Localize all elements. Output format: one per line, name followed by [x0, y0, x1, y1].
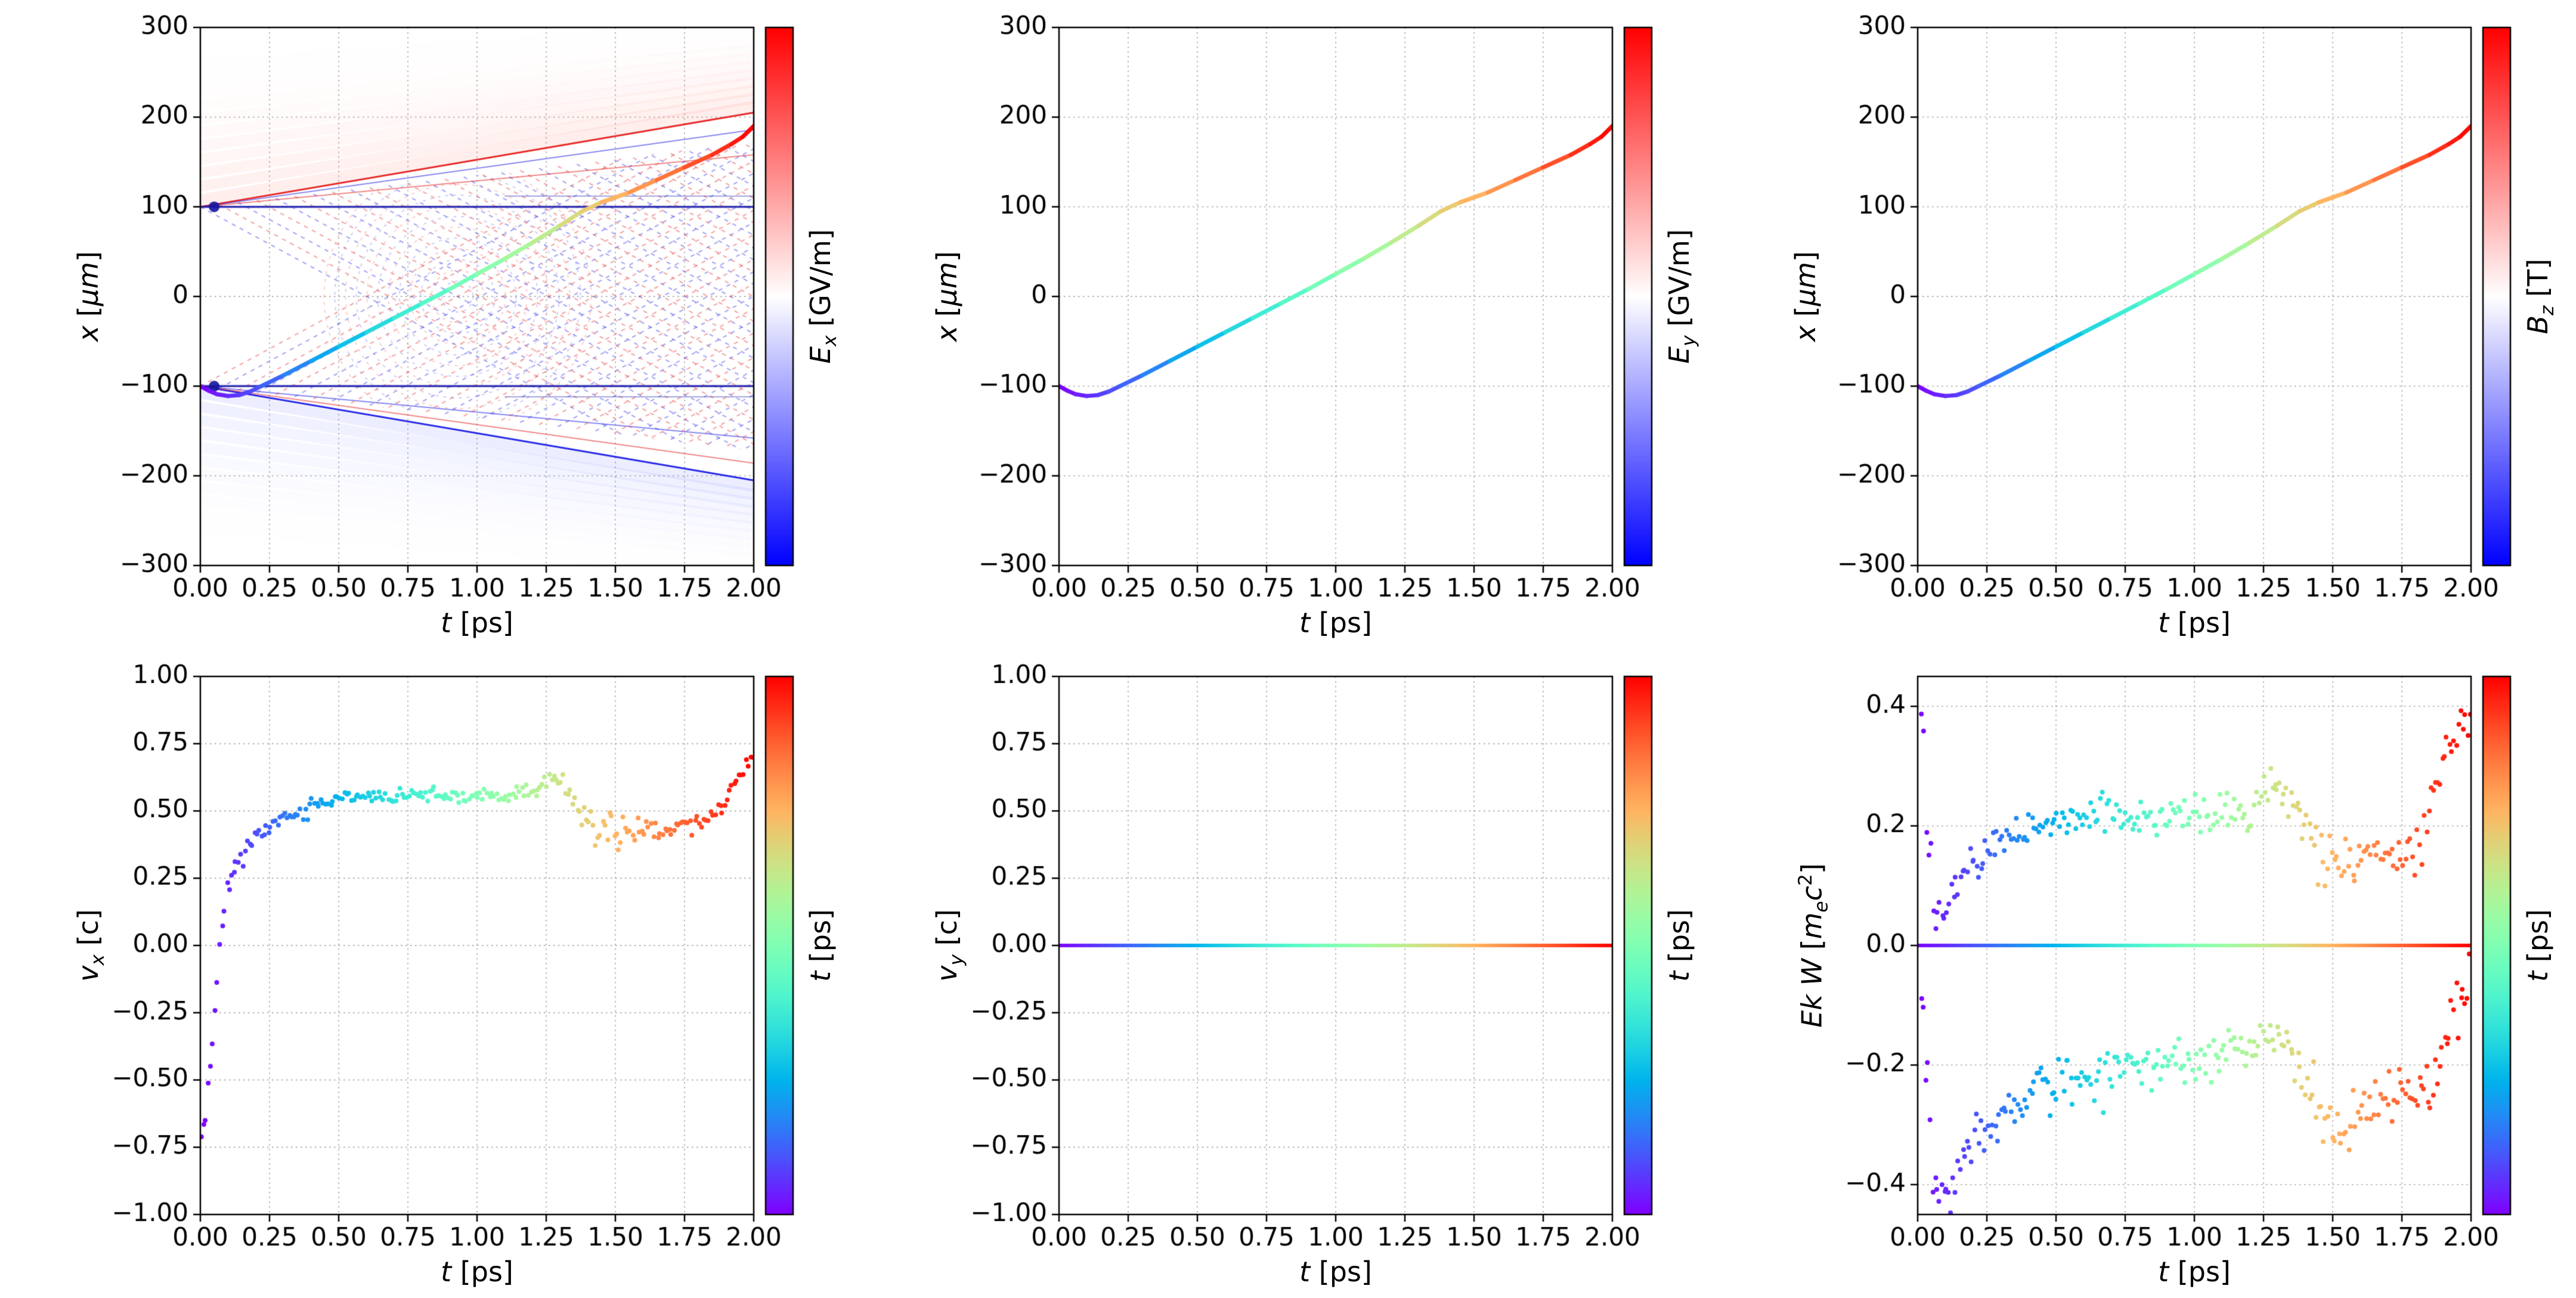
colorbar-label: t [ps] — [804, 909, 837, 982]
plot-canvas-x-vs-t-bz — [1717, 0, 2576, 649]
colorbar-label: Ey [GV/m] — [1663, 229, 1700, 364]
y-axis-label: vx [c] — [72, 909, 109, 982]
x-axis-label: t [ps] — [441, 1256, 513, 1288]
panel-x-vs-t-bz: x [μm] t [ps] Bz [T] — [1717, 0, 2576, 649]
panel-x-vs-t-ex: x [μm] t [ps] Ex [GV/m] — [0, 0, 859, 649]
plot-canvas-ekw-vs-t — [1717, 649, 2576, 1298]
x-axis-label: t [ps] — [441, 607, 513, 639]
colorbar-label: t [ps] — [2522, 909, 2554, 982]
x-axis-label: t [ps] — [2158, 1256, 2231, 1288]
y-axis-label: x [μm] — [931, 251, 963, 342]
panel-vx-vs-t: vx [c] t [ps] t [ps] — [0, 649, 859, 1298]
plot-canvas-x-vs-t-ey — [859, 0, 1717, 649]
plot-canvas-vx-vs-t — [0, 649, 859, 1298]
y-axis-label: x [μm] — [1789, 251, 1822, 342]
y-axis-label: Ek W [mec2] — [1795, 863, 1832, 1028]
panel-x-vs-t-ey: x [μm] t [ps] Ey [GV/m] — [859, 0, 1717, 649]
x-axis-label: t [ps] — [1299, 1256, 1372, 1288]
colorbar-label: Ex [GV/m] — [804, 229, 841, 364]
panel-vy-vs-t: vy [c] t [ps] t [ps] — [859, 649, 1717, 1298]
colorbar-label: t [ps] — [1663, 909, 1695, 982]
x-axis-label: t [ps] — [2158, 607, 2231, 639]
y-axis-label: vy [c] — [931, 909, 968, 982]
x-axis-label: t [ps] — [1299, 607, 1372, 639]
panel-ekw-vs-t: Ek W [mec2] t [ps] t [ps] — [1717, 649, 2576, 1298]
plot-canvas-vy-vs-t — [859, 649, 1717, 1298]
y-axis-label: x [μm] — [72, 251, 104, 342]
plot-canvas-x-vs-t-ex — [0, 0, 859, 649]
colorbar-label: Bz [T] — [2522, 258, 2559, 335]
